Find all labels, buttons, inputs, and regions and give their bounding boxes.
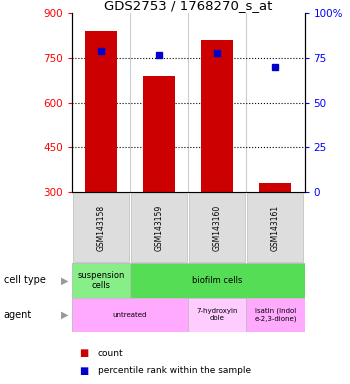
Bar xyxy=(131,194,187,262)
Text: GSM143159: GSM143159 xyxy=(155,204,163,251)
Bar xyxy=(72,298,188,332)
Bar xyxy=(143,76,175,192)
Text: ▶: ▶ xyxy=(61,275,69,285)
Bar xyxy=(73,194,129,262)
Text: GSM143160: GSM143160 xyxy=(213,204,222,251)
Bar xyxy=(189,194,245,262)
Bar xyxy=(72,263,130,298)
Bar xyxy=(201,40,233,192)
Bar xyxy=(130,263,304,298)
Text: ▶: ▶ xyxy=(61,310,69,320)
Bar xyxy=(246,298,304,332)
Text: agent: agent xyxy=(4,310,32,320)
Text: percentile rank within the sample: percentile rank within the sample xyxy=(98,366,251,375)
Text: count: count xyxy=(98,349,124,358)
Text: GSM143161: GSM143161 xyxy=(271,204,280,251)
Text: untreated: untreated xyxy=(113,312,147,318)
Text: ■: ■ xyxy=(79,348,88,358)
Text: biofilm cells: biofilm cells xyxy=(192,276,243,285)
Text: suspension
cells: suspension cells xyxy=(77,271,125,290)
Text: GSM143158: GSM143158 xyxy=(96,204,105,251)
Text: ■: ■ xyxy=(79,366,88,376)
Bar xyxy=(85,31,117,192)
Bar xyxy=(259,183,292,192)
Text: 7-hydroxyin
dole: 7-hydroxyin dole xyxy=(196,308,238,321)
Bar xyxy=(188,298,246,332)
Bar xyxy=(247,194,303,262)
Text: isatin (indol
e-2,3-dione): isatin (indol e-2,3-dione) xyxy=(254,308,297,322)
Title: GDS2753 / 1768270_s_at: GDS2753 / 1768270_s_at xyxy=(104,0,272,12)
Text: cell type: cell type xyxy=(4,275,46,285)
